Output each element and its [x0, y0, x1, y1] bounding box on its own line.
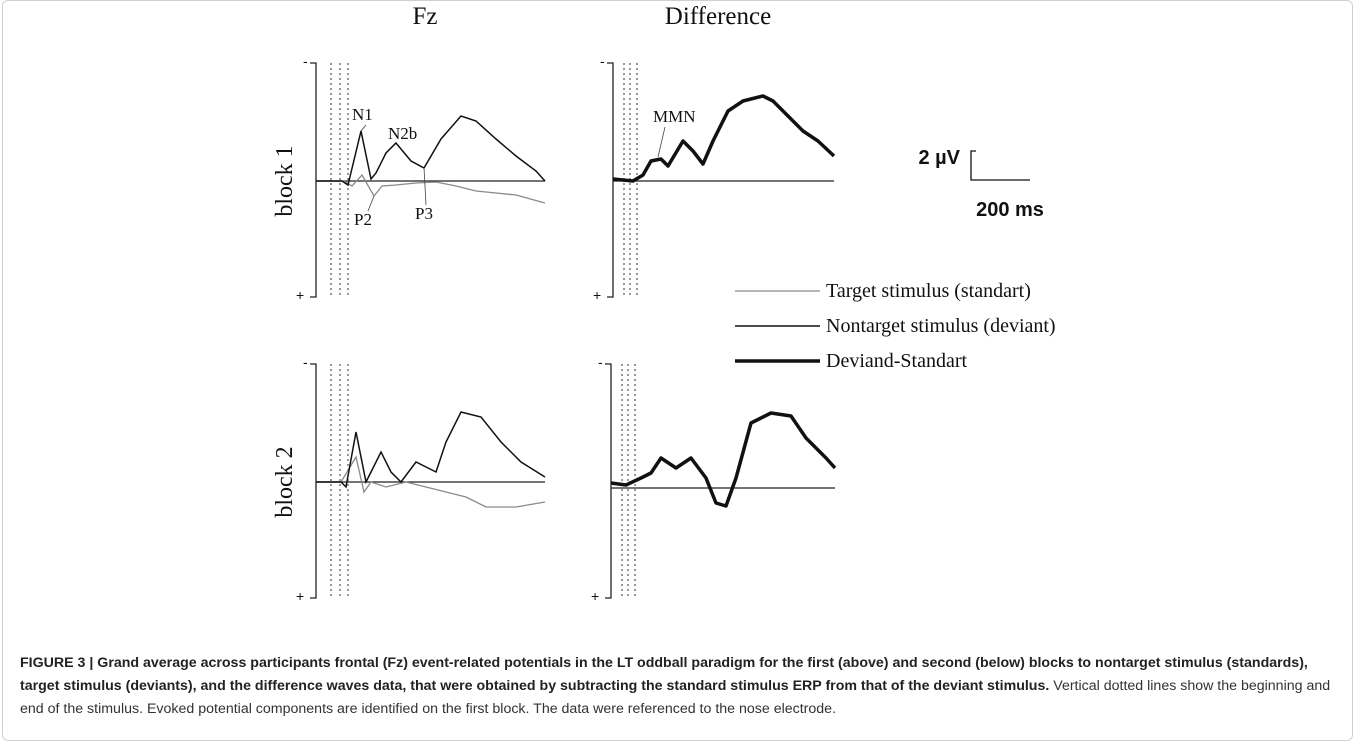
sign: +	[296, 588, 304, 604]
nontarget-wave	[316, 115, 546, 187]
column-title: Fz	[413, 3, 438, 30]
axes	[310, 62, 545, 298]
component-label: N2b	[388, 124, 417, 143]
legend-label: Deviand-Standart	[826, 350, 968, 372]
sign: +	[593, 287, 601, 303]
sign: -	[303, 354, 308, 370]
nontarget-wave	[316, 411, 546, 489]
panel: - +	[296, 354, 546, 604]
legend-label: Target stimulus (standart)	[826, 280, 1031, 302]
caption-text: Vertical dotted lines show the beginning…	[20, 678, 1331, 717]
leader	[360, 124, 427, 212]
panel: - + N1 N2b P2 P3	[296, 53, 546, 303]
axes	[310, 363, 545, 599]
legend-label: Nontarget stimulus (deviant)	[826, 315, 1056, 337]
sign: +	[591, 588, 599, 604]
difference-wave	[610, 411, 837, 508]
caption: FIGURE 3 | Grand average across particip…	[20, 652, 1340, 721]
target-wave	[316, 173, 546, 204]
figure: Fz Difference block 1 block 2 - + N1 N2b…	[272, 3, 1056, 604]
scale-time: 200 ms	[976, 199, 1044, 221]
scale-amplitude: 2 µV	[918, 147, 960, 169]
component-label: MMN	[653, 107, 696, 126]
leader	[657, 126, 666, 158]
panel: - + MMN	[593, 53, 836, 303]
panel: - +	[591, 354, 837, 604]
row-label: block 2	[272, 446, 298, 517]
sign: -	[600, 53, 605, 69]
caption-bold: FIGURE 3 | Grand average across particip…	[20, 655, 1308, 694]
row-label: block 1	[272, 145, 298, 216]
sign: -	[598, 354, 603, 370]
scale-bar	[970, 150, 1030, 181]
sign: -	[303, 53, 308, 69]
axes	[605, 363, 835, 599]
axes	[607, 62, 834, 298]
difference-wave	[612, 94, 836, 183]
column-title: Difference	[665, 3, 771, 30]
component-label: P3	[415, 204, 433, 223]
component-label: P2	[354, 210, 372, 229]
target-wave	[316, 455, 546, 508]
component-label: N1	[352, 105, 373, 124]
sign: +	[296, 287, 304, 303]
